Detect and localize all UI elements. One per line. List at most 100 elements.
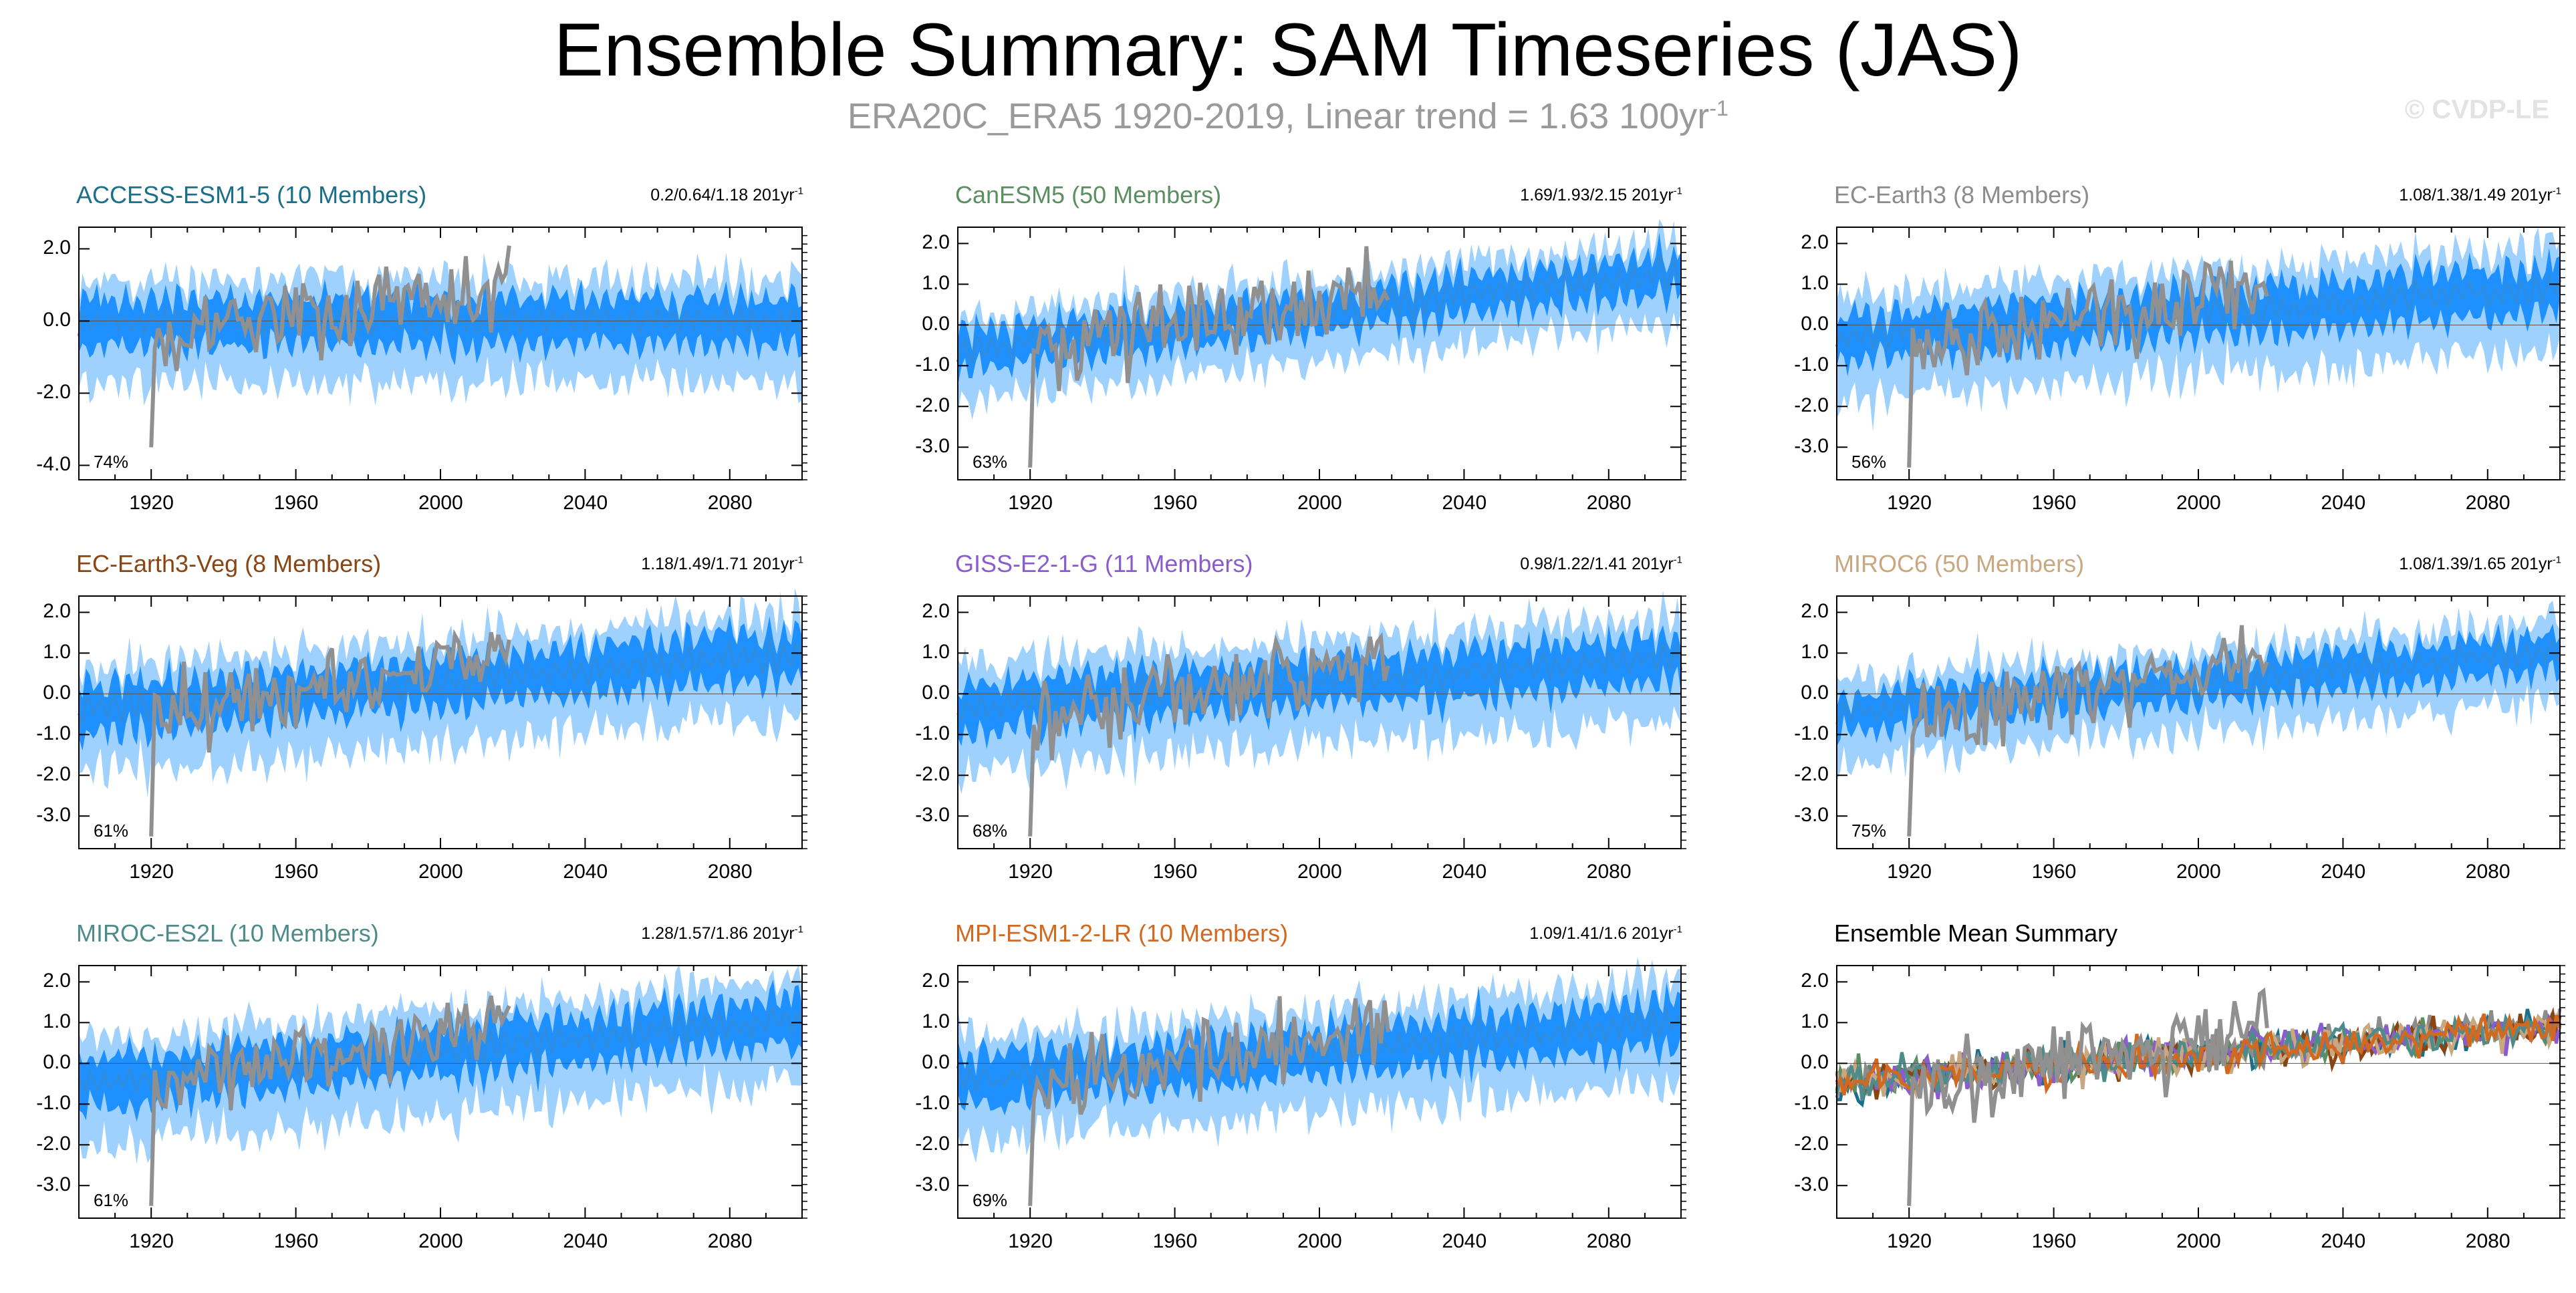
y-tick-label: 2.0: [922, 231, 950, 254]
percent-label: 69%: [973, 1190, 1008, 1210]
y-tick-label: -3.0: [36, 1173, 71, 1196]
y-tick-label: 0.0: [1801, 1051, 1829, 1074]
y-tick-label: -4.0: [36, 453, 71, 476]
y-tick-label: -1.0: [1794, 353, 1829, 376]
subtitle-sup: -1: [1709, 96, 1729, 120]
x-tick-label: 1960: [2031, 1230, 2077, 1252]
y-tick-label: -2.0: [36, 1133, 71, 1155]
x-tick-label: 2040: [2321, 492, 2366, 514]
ensemble-mean-line: [956, 1006, 1682, 1096]
x-tick-label: 1920: [1008, 861, 1053, 883]
plot-area: [956, 591, 1686, 849]
model-mean-line: [1835, 1012, 2562, 1096]
x-tick-label: 1960: [2031, 492, 2077, 514]
y-tick-label: 2.0: [922, 970, 950, 992]
chart-panel: GISS-E2-1-G (11 Members) 0.98/1.22/1.41 2…: [915, 549, 1795, 910]
y-tick-label: 0.0: [922, 313, 950, 335]
y-tick-label: 1.0: [43, 641, 71, 664]
y-tick-label: 0.0: [922, 682, 950, 704]
subtitle-text: ERA20C_ERA5 1920-2019, Linear trend = 1.…: [847, 96, 1710, 136]
y-tick-label: -3.0: [1794, 435, 1829, 458]
y-tick-label: 2.0: [1801, 970, 1829, 992]
y-tick-label: -3.0: [36, 804, 71, 827]
y-tick-label: 2.0: [922, 600, 950, 623]
y-tick-label: 1.0: [1801, 272, 1829, 295]
x-tick-label: 1920: [1887, 492, 1932, 514]
percent-label: 63%: [973, 452, 1008, 472]
x-tick-label: 2000: [2176, 861, 2221, 883]
percent-label: 74%: [94, 452, 129, 472]
x-tick-label: 2040: [1442, 1230, 1487, 1252]
panel-trend-label: 1.09/1.41/1.6 201yr-1: [1529, 923, 1682, 943]
x-tick-label: 2000: [1297, 1230, 1342, 1252]
percent-label: 61%: [94, 821, 129, 841]
plot-area: [956, 219, 1686, 480]
x-tick-label: 1960: [2031, 861, 2077, 883]
x-tick-label: 2040: [1442, 492, 1487, 514]
x-tick-label: 1920: [1008, 492, 1053, 514]
y-tick-label: 0.0: [43, 682, 71, 704]
observed-series-line: [1028, 246, 1390, 468]
chart-panel: CanESM5 (50 Members) 1.69/1.93/2.15 201yr…: [915, 180, 1795, 541]
y-tick-label: 1.0: [43, 1010, 71, 1033]
x-tick-label: 2000: [418, 1230, 463, 1252]
x-tick-label: 1920: [129, 861, 174, 883]
panel-title: CanESM5 (50 Members): [955, 181, 1222, 208]
percent-label: 56%: [1851, 452, 1887, 472]
y-tick-label: -2.0: [1794, 1133, 1829, 1155]
y-tick-label: 2.0: [1801, 231, 1829, 254]
panel-title: GISS-E2-1-G (11 Members): [955, 550, 1253, 577]
x-tick-label: 1960: [1152, 1230, 1198, 1252]
panel-title: Ensemble Mean Summary: [1834, 919, 2118, 947]
y-tick-label: 0.0: [1801, 313, 1829, 335]
x-tick-label: 1920: [129, 1230, 174, 1252]
x-tick-label: 2080: [1586, 861, 1632, 883]
x-tick-label: 2000: [1297, 492, 1342, 514]
y-tick-label: 2.0: [43, 970, 71, 992]
y-tick-label: -1.0: [915, 1092, 950, 1115]
y-tick-label: 1.0: [1801, 1010, 1829, 1033]
plot-area: [78, 588, 807, 849]
panel-trend-label: 1.69/1.93/2.15 201yr-1: [1520, 185, 1682, 204]
y-tick-label: 1.0: [922, 1010, 950, 1033]
x-tick-label: 1920: [1008, 1230, 1053, 1252]
y-tick-label: -3.0: [1794, 1173, 1829, 1196]
x-tick-label: 2080: [707, 492, 753, 514]
x-tick-label: 1920: [129, 492, 174, 514]
panel-title: ACCESS-ESM1-5 (10 Members): [76, 181, 427, 208]
y-tick-label: -3.0: [915, 435, 950, 458]
x-tick-label: 2000: [1297, 861, 1342, 883]
panel-trend-label: 1.18/1.49/1.71 201yr-1: [641, 554, 803, 573]
percent-label: 61%: [94, 1190, 129, 1210]
plot-area: [1835, 595, 2565, 849]
y-tick-label: -3.0: [915, 804, 950, 827]
x-tick-label: 1960: [1152, 492, 1198, 514]
y-tick-label: -1.0: [36, 722, 71, 745]
y-tick-label: 0.0: [43, 1051, 71, 1074]
panel-trend-label: 1.28/1.57/1.86 201yr-1: [641, 923, 803, 943]
chart-panel: MPI-ESM1-2-LR (10 Members) 1.09/1.41/1.6 …: [915, 919, 1795, 1280]
y-tick-label: -2.0: [915, 394, 950, 417]
x-tick-label: 2000: [418, 861, 463, 883]
y-tick-label: -1.0: [1794, 1092, 1829, 1115]
observed-series-line: [149, 245, 511, 448]
plot-area: [956, 957, 1686, 1219]
x-tick-label: 2040: [563, 861, 608, 883]
copyright-mark: © CVDP-LE: [2404, 95, 2549, 124]
y-tick-label: 2.0: [1801, 600, 1829, 623]
x-tick-label: 2080: [2465, 492, 2510, 514]
x-tick-label: 2040: [563, 1230, 608, 1252]
observed-series-line: [1028, 996, 1390, 1206]
y-tick-label: 0.0: [43, 309, 71, 331]
panel-title: EC-Earth3 (8 Members): [1834, 181, 2090, 208]
ensemble-range-band: [1837, 600, 2560, 782]
panel-trend-label: 0.98/1.22/1.41 201yr-1: [1520, 554, 1682, 573]
observed-series-line: [149, 629, 511, 837]
x-tick-label: 2040: [2321, 1230, 2366, 1252]
y-tick-label: -2.0: [36, 763, 71, 786]
x-tick-label: 2040: [2321, 861, 2366, 883]
x-tick-label: 2080: [2465, 861, 2510, 883]
chart-panel: ACCESS-ESM1-5 (10 Members) 0.2/0.64/1.18 …: [36, 180, 916, 541]
y-tick-label: -2.0: [1794, 394, 1829, 417]
x-tick-label: 2080: [707, 861, 753, 883]
